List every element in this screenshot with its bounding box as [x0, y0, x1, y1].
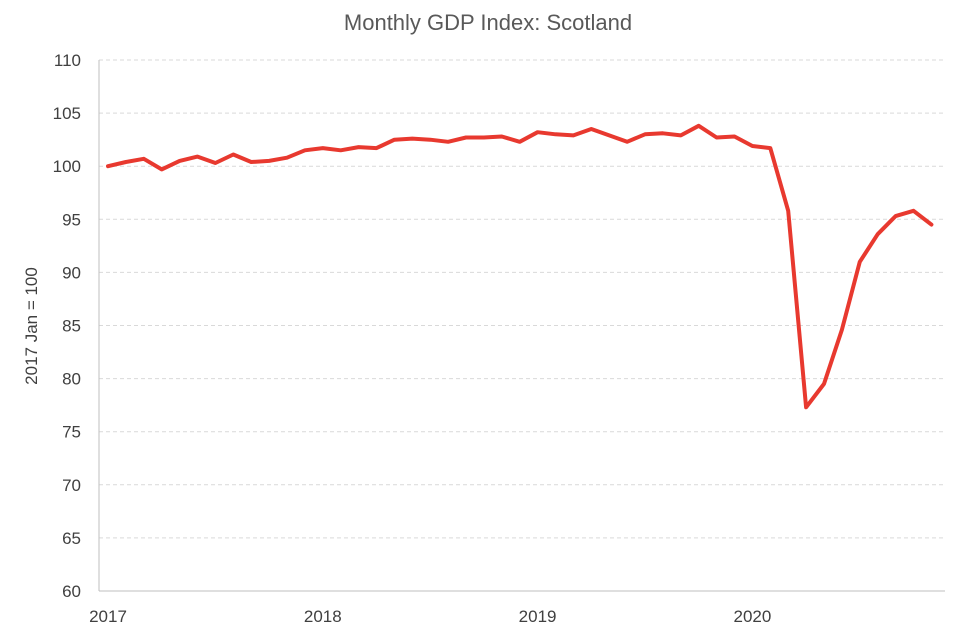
y-tick-label: 100	[53, 157, 81, 176]
y-axis-title: 2017 Jan = 100	[22, 267, 41, 385]
chart-title: Monthly GDP Index: Scotland	[343, 10, 633, 35]
x-tick-label: 2017	[89, 607, 127, 626]
gridlines	[99, 59, 945, 539]
y-tick-label: 65	[62, 529, 81, 548]
y-tick-label: 105	[53, 104, 81, 123]
axes	[98, 60, 945, 592]
y-tick-label: 75	[62, 423, 81, 442]
y-tick-label: 90	[62, 263, 81, 282]
series-line	[106, 123, 934, 410]
y-axis-ticks: 60 65 70 75 80 85 90 95 100 105 110	[53, 51, 81, 601]
y-tick-label: 110	[54, 51, 81, 70]
y-tick-label: 80	[62, 370, 81, 389]
series-layer	[106, 123, 934, 410]
x-tick-label: 2020	[733, 607, 771, 626]
x-tick-label: 2018	[304, 607, 342, 626]
y-tick-label: 60	[62, 582, 81, 601]
x-tick-label: 2019	[519, 607, 557, 626]
x-axis-ticks: 2017 2018 2019 2020	[89, 607, 771, 626]
y-tick-label: 95	[62, 210, 81, 229]
y-tick-label: 70	[62, 476, 81, 495]
y-tick-label: 85	[62, 317, 81, 336]
